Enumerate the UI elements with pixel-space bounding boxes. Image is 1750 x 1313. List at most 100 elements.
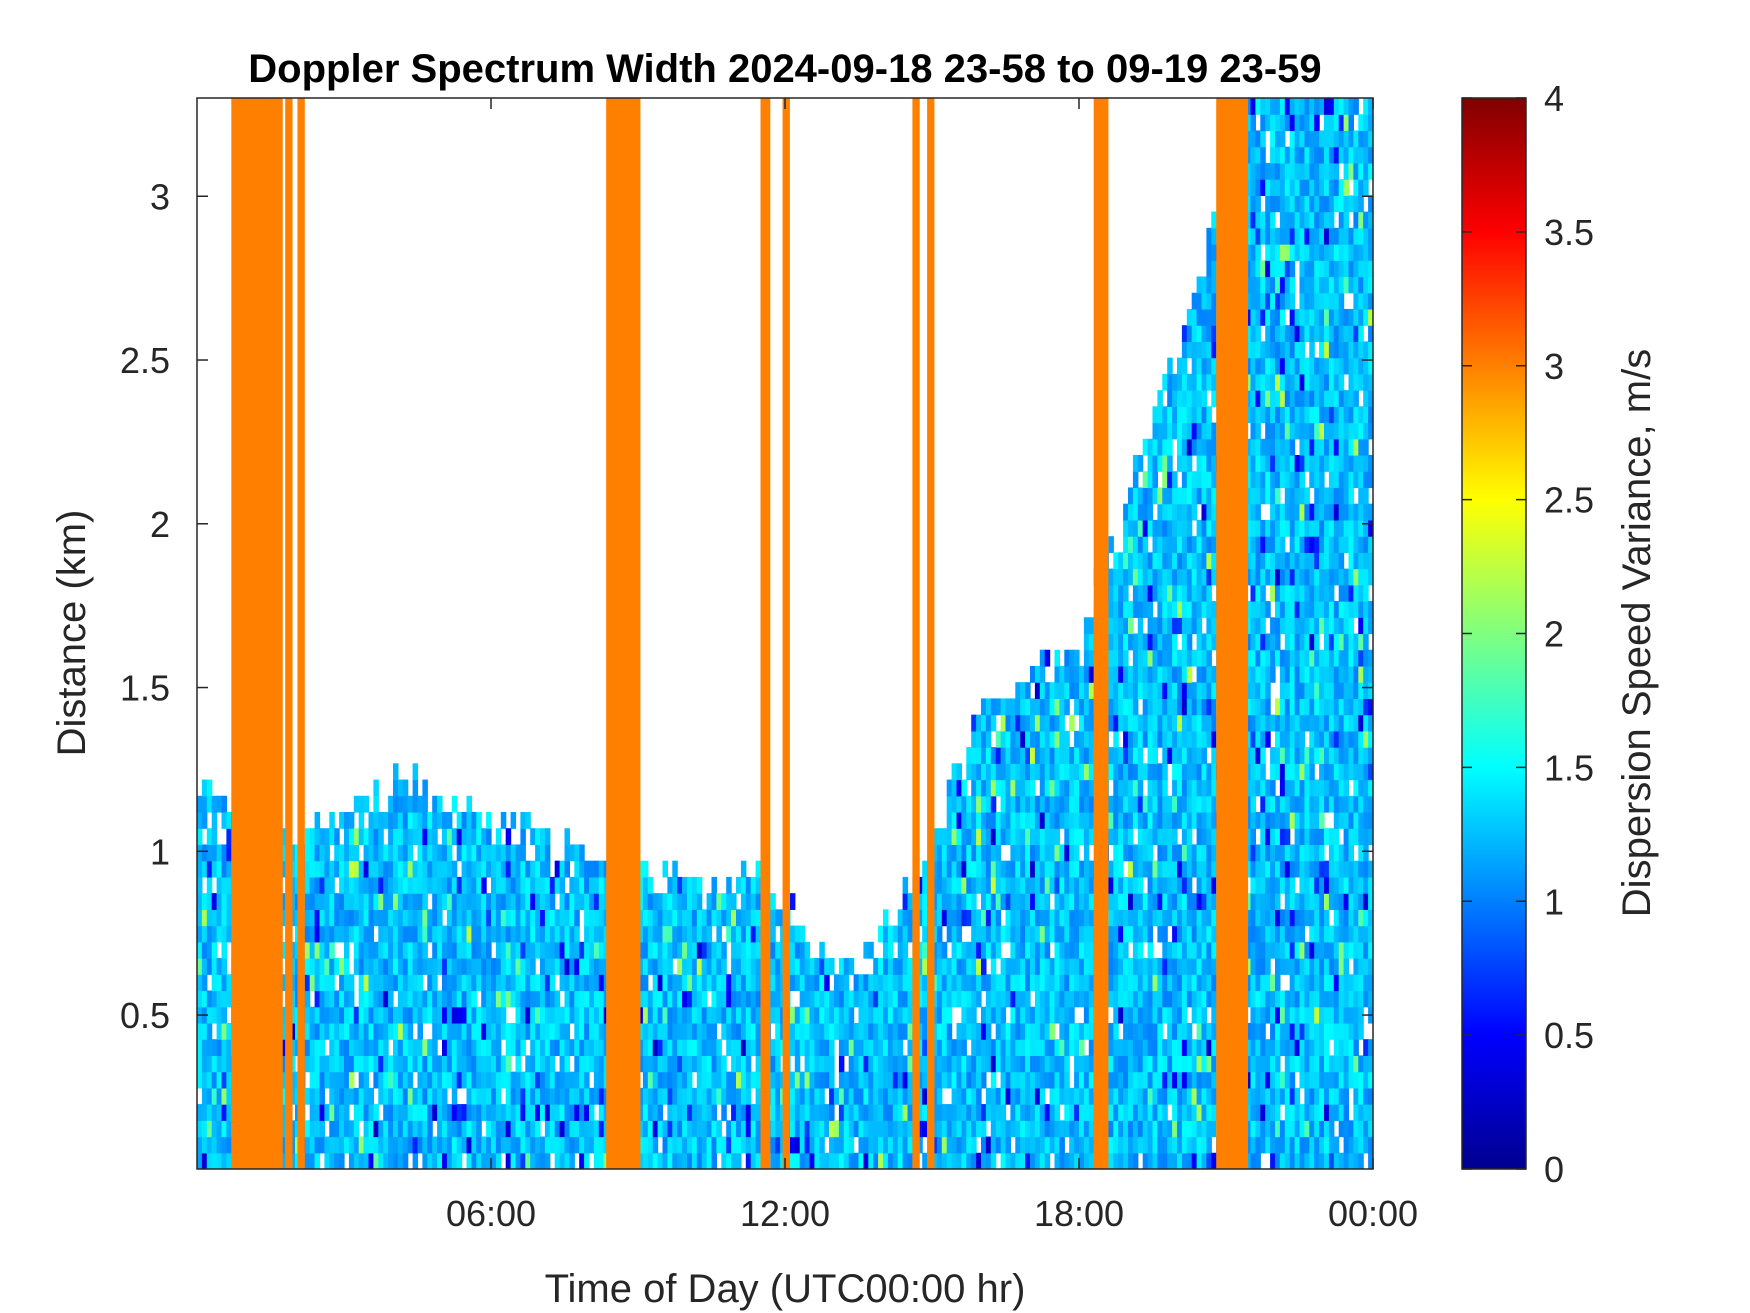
heatmap-cell	[1147, 1087, 1154, 1105]
heatmap-cell	[789, 1152, 796, 1169]
heatmap-cell	[672, 1152, 678, 1169]
heatmap-cell	[1088, 893, 1095, 910]
heatmap-cell	[1064, 698, 1070, 716]
heatmap-cell	[971, 1104, 977, 1121]
heatmap-cell	[858, 1071, 864, 1089]
heatmap-cell	[1074, 1120, 1080, 1138]
heatmap-cell	[701, 1136, 708, 1154]
heatmap-cell	[917, 1120, 923, 1138]
heatmap-cell	[1049, 844, 1056, 862]
heatmap-cell	[961, 876, 967, 894]
heatmap-cell	[985, 812, 992, 829]
heatmap-cell	[1025, 860, 1031, 878]
heatmap-cell	[348, 1136, 355, 1154]
heatmap-cell	[1201, 974, 1207, 992]
heatmap-cell	[1191, 1104, 1198, 1121]
heatmap-cell	[1054, 763, 1060, 781]
heatmap-cell	[1108, 617, 1114, 635]
heatmap-cell	[402, 925, 409, 943]
heatmap-cell	[1044, 1039, 1051, 1057]
heatmap-cell	[1000, 1120, 1007, 1138]
heatmap-cell	[378, 828, 384, 846]
heatmap-cell	[579, 1006, 585, 1024]
heatmap-cell	[1069, 828, 1075, 846]
heatmap-cell	[456, 876, 463, 894]
heatmap-cell	[1020, 925, 1026, 943]
heatmap-cell	[530, 1104, 536, 1121]
heatmap-cell	[1118, 714, 1124, 732]
heatmap-cell	[922, 925, 928, 943]
heatmap-cell	[1123, 1039, 1129, 1057]
heatmap-cell	[657, 1087, 664, 1105]
heatmap-cell	[422, 812, 428, 829]
heatmap-cell	[878, 1006, 884, 1024]
heatmap-cell	[353, 909, 360, 927]
heatmap-cell	[838, 1071, 845, 1089]
heatmap-cell	[339, 990, 345, 1008]
heatmap-cell	[461, 1022, 468, 1040]
heatmap-cell	[402, 844, 409, 862]
heatmap-cell	[1147, 909, 1154, 927]
heatmap-cell	[1172, 1120, 1178, 1138]
heatmap-cell	[510, 958, 517, 975]
heatmap-cell	[1186, 649, 1193, 667]
heatmap-cell	[804, 1136, 811, 1154]
heatmap-cell	[1059, 844, 1065, 862]
heatmap-cell	[1201, 795, 1207, 813]
heatmap-cell	[309, 1136, 316, 1154]
heatmap-cell	[1059, 1136, 1065, 1154]
heatmap-cell	[814, 1006, 820, 1024]
heatmap-cell	[1206, 665, 1212, 683]
heatmap-cell	[1162, 779, 1168, 797]
heatmap-cell	[672, 1071, 678, 1089]
heatmap-cell	[412, 1055, 419, 1073]
heatmap-cell	[525, 1087, 531, 1105]
heatmap-cell	[1206, 455, 1212, 472]
heatmap-cell	[1181, 503, 1188, 521]
heatmap-cell	[1201, 714, 1207, 732]
heatmap-cell	[775, 1039, 781, 1057]
heatmap-cell	[1123, 747, 1129, 764]
heatmap-cell	[838, 1039, 845, 1057]
heatmap-cell	[201, 909, 208, 927]
heatmap-cell	[981, 1136, 987, 1154]
heatmap-cell	[1152, 828, 1158, 846]
heatmap-cell	[1064, 1071, 1070, 1089]
heatmap-cell	[446, 990, 453, 1008]
heatmap-cell	[593, 925, 600, 943]
heatmap-cell	[1172, 471, 1178, 489]
heatmap-cell	[544, 909, 551, 927]
heatmap-cell	[304, 860, 311, 878]
heatmap-cell	[1167, 1039, 1173, 1057]
heatmap-cell	[495, 1120, 502, 1138]
heatmap-cell	[427, 1087, 433, 1105]
heatmap-cell	[197, 925, 203, 943]
heatmap-cell	[809, 1055, 815, 1073]
heatmap-cell	[726, 1039, 732, 1057]
heatmap-cell	[1167, 536, 1173, 553]
heatmap-cell	[197, 812, 203, 829]
heatmap-cell	[956, 1120, 962, 1138]
heatmap-cell	[848, 1120, 855, 1138]
heatmap-cell	[951, 844, 958, 862]
heatmap-cell	[378, 990, 384, 1008]
heatmap-cell	[1074, 1104, 1080, 1121]
heatmap-cell	[745, 1120, 752, 1138]
heatmap-cell	[824, 990, 830, 1008]
heatmap-cell	[1196, 1022, 1203, 1040]
heatmap-cell	[1088, 876, 1095, 894]
heatmap-cell	[486, 812, 492, 829]
heatmap-cell	[226, 1120, 232, 1138]
heatmap-cell	[393, 941, 399, 959]
heatmap-cell	[559, 1071, 566, 1089]
heatmap-cell	[417, 844, 423, 862]
heatmap-cell	[569, 844, 575, 862]
heatmap-cell	[868, 941, 874, 959]
heatmap-cell	[1142, 909, 1149, 927]
heatmap-cell	[838, 1104, 845, 1121]
heatmap-cell	[1083, 747, 1090, 764]
heatmap-cell	[1181, 665, 1188, 683]
heatmap-cell	[451, 941, 458, 959]
heatmap-cell	[1167, 617, 1173, 635]
heatmap-cell	[1191, 1006, 1198, 1024]
